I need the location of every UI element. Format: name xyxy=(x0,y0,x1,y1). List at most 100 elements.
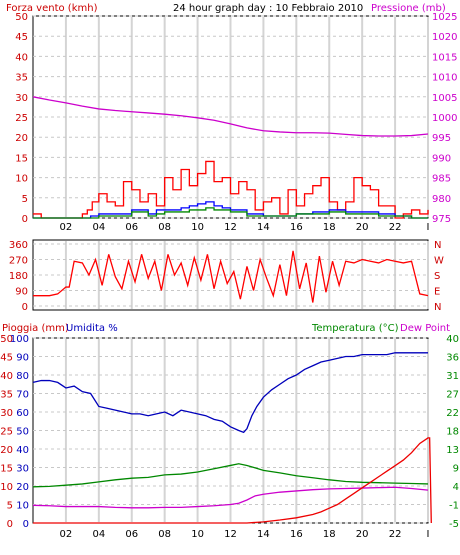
x-tick-label: 14 xyxy=(257,529,270,540)
humidity-y-tick-label: 40 xyxy=(16,445,29,456)
rain-y-tick-label: 30 xyxy=(0,408,13,419)
x-tick-label: 04 xyxy=(92,222,105,233)
direction-y-tick-label: 180 xyxy=(9,271,28,282)
pressure-y-tick-label: 1025 xyxy=(432,12,457,23)
pressure-y-tick-label: 1020 xyxy=(432,32,457,43)
x-tick-label: 16 xyxy=(290,529,303,540)
chart-titles: Forza vento (kmh) 24 hour graph day : 10… xyxy=(6,3,446,14)
compass-tick-label: S xyxy=(434,271,440,282)
wind-y-tick-label: 25 xyxy=(15,113,28,124)
x-tick-label: 20 xyxy=(356,222,369,233)
temperature-y-tick-label: 9 xyxy=(453,464,459,475)
humidity-axis-title: Umidita % xyxy=(66,323,118,334)
compass-tick-label: N xyxy=(434,240,441,251)
temperature-y-tick-label: 22 xyxy=(446,408,459,419)
pressure-y-tick-label: 995 xyxy=(432,133,451,144)
x-tick-label: 22 xyxy=(389,529,402,540)
compass-tick-label: N xyxy=(434,302,441,313)
x-tick-label: 22 xyxy=(389,222,402,233)
temperature-y-tick-label: 40 xyxy=(446,334,459,345)
x-tick-label: 14 xyxy=(257,222,270,233)
rain-humidity-temp-panel: Pioggia (mm) Umidita % Temperatura (°C) … xyxy=(0,323,459,540)
pressure-y-tick-label: 1005 xyxy=(432,93,457,104)
wind-speed-line xyxy=(33,207,428,219)
dewpoint-line xyxy=(32,486,429,509)
x-tick-label: 08 xyxy=(158,222,171,233)
humidity-y-tick-label: 50 xyxy=(16,427,29,438)
rain-y-tick-label: 25 xyxy=(0,427,13,438)
rain-axis-title: Pioggia (mm) xyxy=(2,323,69,334)
temperature-y-tick-label: 27 xyxy=(446,390,459,401)
chart-title: 24 hour graph day : 10 Febbraio 2010 xyxy=(173,3,363,14)
x-tick-label: 10 xyxy=(191,529,204,540)
pressure-y-tick-label: 990 xyxy=(432,153,451,164)
x-tick-label: 20 xyxy=(356,529,369,540)
wind-y-tick-label: 0 xyxy=(22,214,28,225)
x-tick-label: I xyxy=(427,529,430,540)
direction-y-tick-label: 360 xyxy=(9,240,28,251)
pressure-line xyxy=(32,96,429,137)
compass-tick-label: E xyxy=(434,287,440,298)
wind-y-tick-label: 5 xyxy=(22,194,28,205)
wind-y-tick-label: 20 xyxy=(15,133,28,144)
temperature-y-tick-label: 18 xyxy=(446,427,459,438)
x-tick-label: 18 xyxy=(323,529,336,540)
pressure-y-tick-label: 1000 xyxy=(432,113,457,124)
dewpoint-axis-title: Dew Point xyxy=(400,323,450,334)
wind-y-tick-label: 30 xyxy=(15,93,28,104)
rain-y-tick-label: 50 xyxy=(0,334,13,345)
rain-y-tick-label: 40 xyxy=(0,371,13,382)
direction-y-tick-label: 90 xyxy=(15,287,28,298)
rain-y-tick-label: 20 xyxy=(0,445,13,456)
wind-y-tick-label: 45 xyxy=(15,32,28,43)
wind-direction-line xyxy=(33,250,429,303)
rain-line xyxy=(33,437,432,524)
x-tick-label: 02 xyxy=(60,529,73,540)
temperature-line xyxy=(32,463,429,488)
direction-y-tick-label: 270 xyxy=(9,256,28,267)
humidity-y-tick-label: 100 xyxy=(10,334,29,345)
humidity-y-tick-label: 10 xyxy=(16,501,29,512)
temperature-y-tick-label: 13 xyxy=(446,445,459,456)
temperature-y-tick-label: 31 xyxy=(446,371,459,382)
wind-gust-line xyxy=(33,160,429,219)
pressure-y-tick-label: 1010 xyxy=(432,73,457,84)
rain-y-tick-label: 15 xyxy=(0,464,13,475)
temperature-axis-title: Temperatura (°C) xyxy=(311,323,399,334)
compass-tick-label: W xyxy=(434,256,444,267)
wind-y-tick-label: 10 xyxy=(15,174,28,185)
rain-y-tick-label: 35 xyxy=(0,390,13,401)
x-tick-label: 08 xyxy=(158,529,171,540)
pressure-y-tick-label: 1015 xyxy=(432,52,457,63)
pressure-y-tick-label: 980 xyxy=(432,194,451,205)
x-tick-label: 06 xyxy=(125,222,138,233)
wind-y-tick-label: 35 xyxy=(15,73,28,84)
humidity-y-tick-label: 20 xyxy=(16,482,29,493)
x-tick-label: 02 xyxy=(60,222,73,233)
temperature-y-tick-label: 36 xyxy=(446,353,459,364)
humidity-y-tick-label: 70 xyxy=(16,390,29,401)
x-tick-label: 12 xyxy=(224,529,237,540)
temperature-y-tick-label: -5 xyxy=(449,519,459,530)
direction-y-tick-label: 0 xyxy=(22,302,28,313)
rain-y-tick-label: 10 xyxy=(0,482,13,493)
humidity-line xyxy=(32,352,428,434)
x-tick-label: 16 xyxy=(290,222,303,233)
pressure-axis-title: Pressione (mb) xyxy=(371,3,446,14)
temperature-y-tick-label: 4 xyxy=(453,482,459,493)
temperature-y-tick-label: -1 xyxy=(449,501,459,512)
humidity-y-tick-label: 90 xyxy=(16,353,29,364)
wind-axis-title: Forza vento (kmh) xyxy=(6,3,98,14)
wind-y-tick-label: 15 xyxy=(15,153,28,164)
x-tick-label: 06 xyxy=(125,529,138,540)
pressure-y-tick-label: 975 xyxy=(432,214,451,225)
humidity-y-tick-label: 0 xyxy=(23,519,29,530)
pressure-y-tick-label: 985 xyxy=(432,174,451,185)
humidity-y-tick-label: 60 xyxy=(16,408,29,419)
x-tick-label: I xyxy=(427,222,430,233)
wind-y-tick-label: 50 xyxy=(15,12,28,23)
rain-y-tick-label: 0 xyxy=(7,519,13,530)
wind-pressure-panel: 0510152025303540455097598098599099510001… xyxy=(15,12,457,233)
